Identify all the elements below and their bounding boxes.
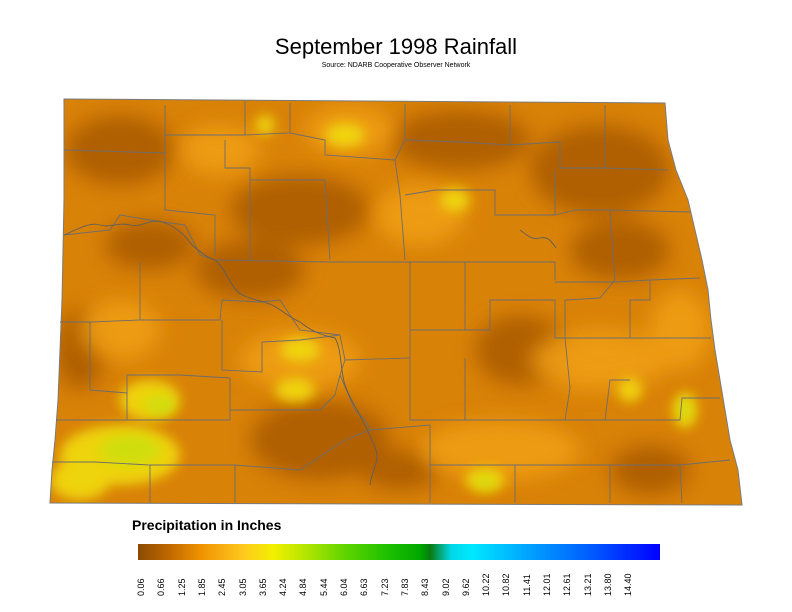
legend-tick-label: 0.06 bbox=[136, 578, 146, 596]
precipitation-surface bbox=[50, 99, 742, 505]
map-source-note: Source: NDARB Cooperative Observer Netwo… bbox=[321, 62, 471, 69]
legend-tick-label: 6.63 bbox=[359, 578, 370, 596]
legend-tick-label: 13.21 bbox=[582, 573, 593, 596]
legend-tick-label: 0.66 bbox=[156, 578, 167, 596]
legend-tick-label: 8.43 bbox=[420, 578, 431, 596]
county-borders bbox=[52, 101, 731, 504]
legend-title: Precipitation in Inches bbox=[132, 517, 282, 533]
legend-color-bar bbox=[138, 544, 660, 560]
map-title: September 1998 Rainfall bbox=[274, 34, 518, 59]
legend-tick-label: 7.23 bbox=[379, 578, 390, 596]
legend-tick-label: 7.83 bbox=[399, 578, 410, 596]
legend-tick-label: 10.22 bbox=[481, 573, 492, 596]
legend-tick-label: 11.41 bbox=[521, 574, 532, 596]
legend-tick-label: 14.40 bbox=[623, 573, 634, 596]
legend-tick-label: 6.04 bbox=[339, 578, 349, 596]
state-outline bbox=[49, 98, 743, 506]
legend-tick-label: 4.24 bbox=[278, 578, 289, 596]
legend-tick-label: 9.62 bbox=[460, 578, 471, 596]
legend-tick-label: 1.85 bbox=[196, 578, 207, 596]
legend-tick-label: 13.80 bbox=[602, 573, 613, 596]
legend-tick-label: 10.82 bbox=[501, 573, 512, 596]
legend-tick-label: 12.61 bbox=[562, 573, 573, 596]
legend-tick-label: 5.44 bbox=[318, 578, 329, 596]
river-boundaries bbox=[63, 220, 557, 486]
legend-tick-label: 12.01 bbox=[542, 573, 552, 596]
legend-tick-label: 1.25 bbox=[176, 578, 187, 596]
legend-tick-label: 3.05 bbox=[237, 578, 248, 596]
legend-tick-label: 9.02 bbox=[440, 578, 451, 596]
legend-tick-label: 3.65 bbox=[257, 578, 268, 596]
legend-tick-label: 2.45 bbox=[217, 578, 228, 596]
legend-tick-label: 4.84 bbox=[298, 578, 309, 596]
